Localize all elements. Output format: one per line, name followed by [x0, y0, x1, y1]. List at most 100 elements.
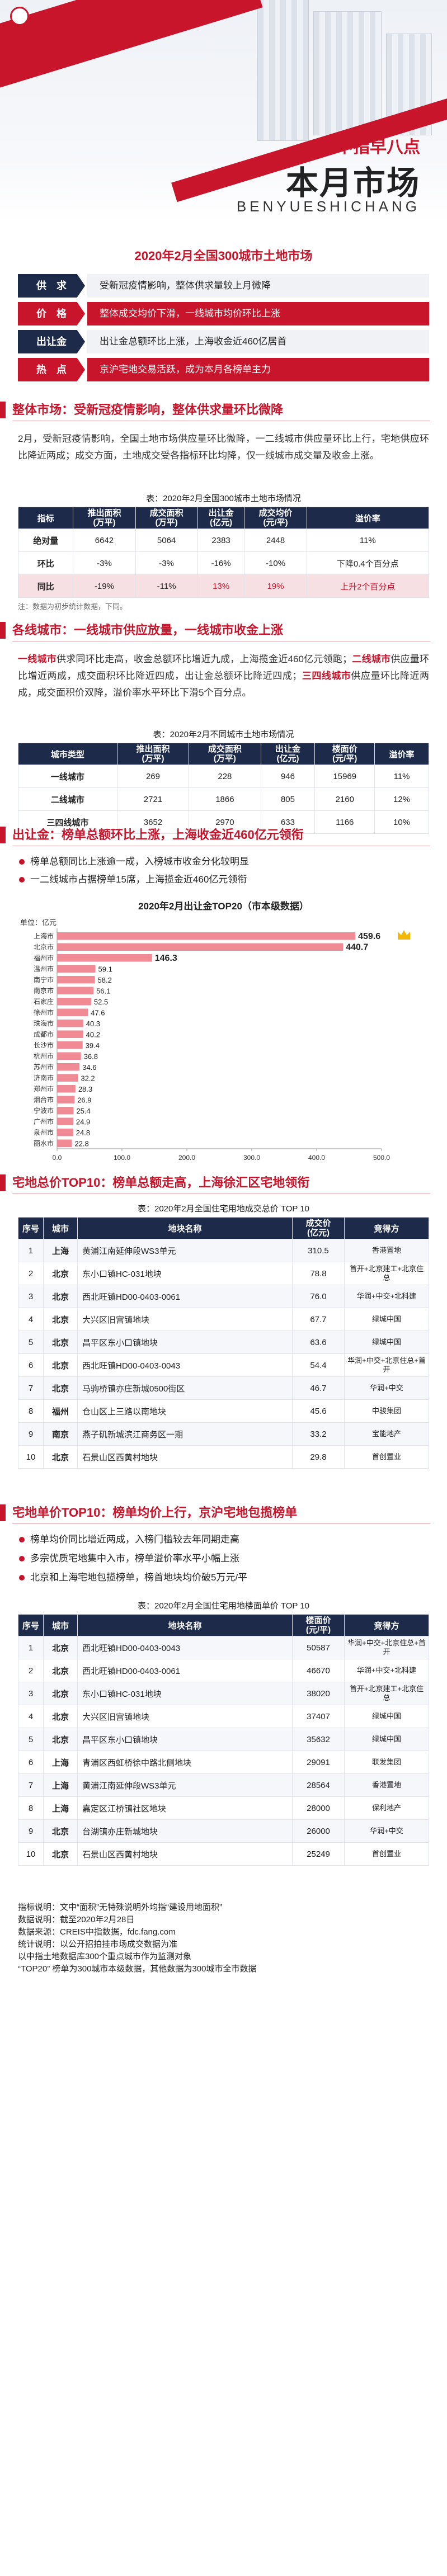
chart-data-label: 56.1	[96, 987, 110, 995]
bullet-point: 榜单均价同比增近两成，入榜门槛较去年同期走高	[18, 1530, 429, 1549]
table-cell: 28564	[292, 1773, 345, 1797]
table-cell: 北京	[43, 1842, 78, 1866]
chart-category-label: 丽水市	[34, 1139, 54, 1147]
table-header: 竞得方	[344, 1614, 429, 1636]
chart-category-label: 徐州市	[34, 1008, 54, 1016]
table-cell: 269	[116, 765, 190, 788]
chart-bar	[57, 1020, 83, 1027]
section-title: 各线城市：一线城市供应放量，一线城市收金上涨	[12, 623, 284, 637]
chart-bar	[57, 1139, 72, 1147]
footnote-line: 数据来源：CREIS中指数据，fdc.fang.com	[18, 1927, 176, 1937]
table-cell: 28000	[292, 1796, 345, 1820]
table-caption: 表：2020年2月全国住宅用地楼面单价 TOP 10	[137, 1601, 310, 1611]
table-cell: 1	[18, 1239, 44, 1262]
section-heading-city-tiers: 各线城市：一线城市供应放量，一线城市收金上涨	[0, 617, 447, 643]
total-price-top10-table: 序号 城市 地块名称 成交价 (亿元) 竞得方 1 上海 黄浦江南延伸段WS3单元 31…	[18, 1217, 429, 1469]
table-cell: 2448	[244, 529, 307, 552]
chart-data-label: 146.3	[155, 954, 177, 963]
table-row: 9 南京 燕子矶新城滨江商务区一期 33.2 宝能地产	[18, 1422, 429, 1446]
table-cell: 35632	[292, 1728, 345, 1751]
table-cell: 54.4	[292, 1353, 345, 1377]
section-marker	[0, 827, 6, 843]
table-cell: 黄浦江南延伸段WS3单元	[77, 1773, 293, 1797]
highlight-tier3: 三四线城市	[302, 671, 351, 681]
chart-bar	[57, 1063, 80, 1071]
section-title: 出让金：榜单总额环比上涨，上海收金近460亿元领衔	[12, 828, 304, 842]
table-cell: 大兴区旧宫镇地块	[77, 1705, 293, 1728]
table-cell: 北京	[43, 1819, 78, 1843]
table-cell: 2160	[314, 787, 375, 811]
city-tier-table: 城市类型 推出面积 (万平) 成交面积 (万平) 出让金 (亿元) 楼面价 (元/平) …	[18, 743, 429, 834]
table-cell: 下降0.4个百分点	[306, 551, 430, 575]
chart-data-label: 459.6	[358, 932, 380, 941]
chart-category-label: 珠海市	[34, 1019, 54, 1027]
chart-data-label: 58.2	[98, 976, 112, 984]
table-cell: 北京	[43, 1376, 78, 1400]
table-row: 5 北京 昌平区东小口镇地块 63.6 绿城中国	[18, 1331, 429, 1354]
table-cell: 北京	[43, 1728, 78, 1751]
table-cell: 华润+中交+北科建	[344, 1285, 429, 1308]
chart-category-label: 南宁市	[34, 975, 54, 984]
divider	[12, 1193, 430, 1194]
overall-paragraph: 2月，受新冠疫情影响，全国土地市场供应量环比微降，一二线城市供应量环比上行，宅地…	[18, 433, 429, 461]
table-cell: 上海	[43, 1773, 78, 1797]
table-cell: 1166	[314, 810, 375, 834]
summary-key: 出让金	[18, 330, 85, 353]
table-cell: 3	[18, 1682, 44, 1705]
table-row: 4 北京 大兴区旧宫镇地块 67.7 绿城中国	[18, 1308, 429, 1331]
table-row: 三四线城市 3652 2970 633 1166 10%	[18, 810, 429, 834]
chart-bar	[57, 998, 91, 1006]
table-cell: 华润+中交	[344, 1819, 429, 1843]
national-land-table: 指标 推出面积 (万平) 成交面积 (万平) 出让金 (亿元) 成交均价 (元/平) 溢…	[17, 507, 430, 598]
summary-value: 出让金总额环比上涨，上海收金近460亿居首	[87, 330, 429, 353]
table-cell: 45.6	[292, 1399, 345, 1423]
section-marker	[0, 622, 6, 639]
summary-title: 2020年2月全国300城市土地市场	[134, 249, 313, 263]
table-cell: 中骏集团	[344, 1399, 429, 1423]
table-cell: 7	[18, 1773, 44, 1797]
table-cell: 燕子矶新城滨江商务区一期	[77, 1422, 293, 1446]
table-cell: 绿城中国	[344, 1705, 429, 1728]
table-cell: 5	[18, 1331, 44, 1354]
table-cell: 上海	[43, 1751, 78, 1774]
table-cell: 联发集团	[344, 1751, 429, 1774]
chart-bar	[57, 1030, 83, 1038]
table-cell: 50587	[292, 1636, 345, 1659]
table-row: 10 北京 石景山区西黄村地块 25249 首创置业	[18, 1842, 429, 1866]
bullet-point: 榜单总额同比上涨逾一成，入榜城市收金分化较明显	[18, 852, 429, 871]
table-cell: 33.2	[292, 1422, 345, 1446]
table-header: 地块名称	[77, 1614, 293, 1636]
table-cell: 北京	[43, 1705, 78, 1728]
table-cell: 北京	[43, 1445, 78, 1469]
table-cell: 15969	[314, 765, 375, 788]
chart-bar	[57, 965, 96, 973]
table-cell: 北京	[43, 1262, 78, 1285]
chart-data-label: 22.8	[74, 1139, 88, 1148]
table-row: 1 上海 黄浦江南延伸段WS3单元 310.5 香港置地	[18, 1239, 429, 1262]
table-cell: 9	[18, 1422, 44, 1446]
footnote-line: 以中指土地数据库300个重点城市作为监测对象	[18, 1952, 192, 1961]
table-cell: -3%	[135, 551, 198, 575]
table-cell: 46.7	[292, 1376, 345, 1400]
summary-key: 供 求	[18, 274, 85, 298]
summary-row: 供 求 受新冠疫情影响，整体供求量较上月微降	[18, 274, 429, 298]
table-row: 绝对量 6642 5064 2383 2448 11%	[17, 529, 430, 552]
table-cell: 67.7	[292, 1308, 345, 1331]
table-cell: 10%	[374, 810, 429, 834]
table-row: 8 上海 嘉定区江桥镇社区地块 28000 保利地产	[18, 1796, 429, 1820]
bullet-point: 一二线城市占据榜单15席，上海揽金近460亿元领衔	[18, 870, 429, 889]
table-cell: 46670	[292, 1659, 345, 1682]
table-row: 一线城市 269 228 946 15969 11%	[18, 765, 429, 788]
chart-data-label: 40.3	[86, 1020, 100, 1028]
summary-value: 整体成交均价下滑，一线城市均价环比上涨	[87, 302, 429, 325]
table-header: 竞得方	[344, 1217, 429, 1239]
highlight-tier1: 一线城市	[18, 654, 57, 664]
section-marker	[0, 1504, 6, 1521]
table-cell: 12%	[374, 787, 429, 811]
table-cell: 38020	[292, 1682, 345, 1705]
table-cell: 4	[18, 1705, 44, 1728]
table-cell: 华润+中交	[344, 1376, 429, 1400]
table-row: 6 北京 西北旺镇HD00-0403-0043 54.4 华润+中交+北京住总+首开	[18, 1353, 429, 1377]
chart-tick-label: 200.0	[178, 1154, 195, 1160]
logo-icon	[10, 7, 29, 26]
